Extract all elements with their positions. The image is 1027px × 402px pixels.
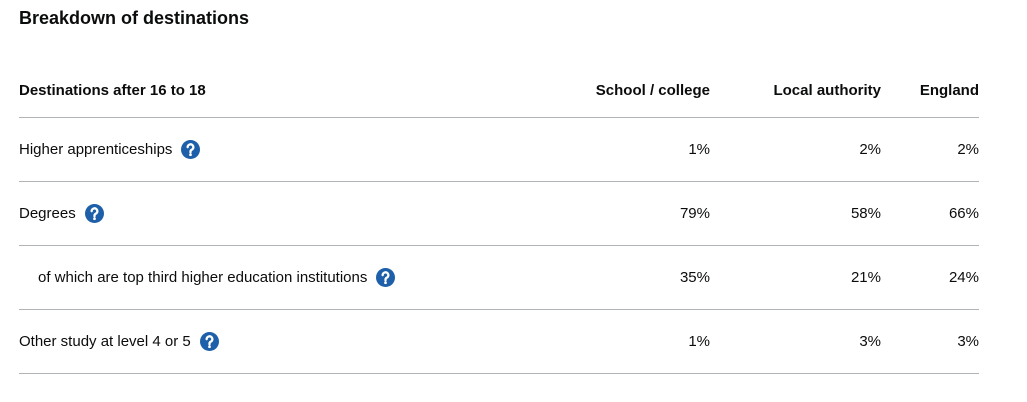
section-title: Breakdown of destinations <box>19 8 250 28</box>
value-cell: 1% <box>688 333 710 350</box>
row-label-cell: Higher apprenticeships <box>19 140 510 159</box>
value-cell: 24% <box>948 269 979 286</box>
help-icon[interactable] <box>84 204 104 223</box>
header-cell: England <box>919 82 979 99</box>
row-label: Other study at level 4 or 5 <box>19 333 191 350</box>
value-cell: 21% <box>850 269 881 286</box>
table-body: Higher apprenticeships 1% 2% 2% Degrees 79% 58… <box>19 118 979 374</box>
row-label-cell: Degrees <box>19 204 510 223</box>
help-icon[interactable] <box>199 332 219 351</box>
value-cell: 1% <box>688 141 710 158</box>
value-cell: 3% <box>957 333 979 350</box>
value-cell: 2% <box>957 141 979 158</box>
value-cell: 66% <box>948 205 979 222</box>
value-cell: 35% <box>679 269 710 286</box>
value-cell: 58% <box>850 205 881 222</box>
table: Destinations after 16 to 18 School / col… <box>19 64 979 374</box>
value-cell: 3% <box>859 333 881 350</box>
table-row: Higher apprenticeships 1% 2% 2% <box>19 118 979 182</box>
value-cell: 79% <box>679 205 710 222</box>
row-label-cell: Other study at level 4 or 5 <box>19 332 510 351</box>
row-label: Higher apprenticeships <box>19 141 173 158</box>
row-label: of which are top third higher education … <box>38 269 368 286</box>
table-row: Other study at level 4 or 5 1% 3% 3% <box>19 310 979 374</box>
header-cell: Destinations after 16 to 18 <box>19 82 206 99</box>
header-cell: Local authority <box>773 82 881 99</box>
row-label-cell: of which are top third higher education … <box>19 268 510 287</box>
table-row: Degrees 79% 58% 66% <box>19 182 979 246</box>
help-icon[interactable] <box>181 140 201 159</box>
header-row: Destinations after 16 to 18 School / col… <box>19 64 979 118</box>
table-row: of which are top third higher education … <box>19 246 979 310</box>
row-label: Degrees <box>19 205 76 222</box>
value-cell: 2% <box>859 141 881 158</box>
header-cell: School / college <box>595 82 710 99</box>
help-icon[interactable] <box>376 268 396 287</box>
